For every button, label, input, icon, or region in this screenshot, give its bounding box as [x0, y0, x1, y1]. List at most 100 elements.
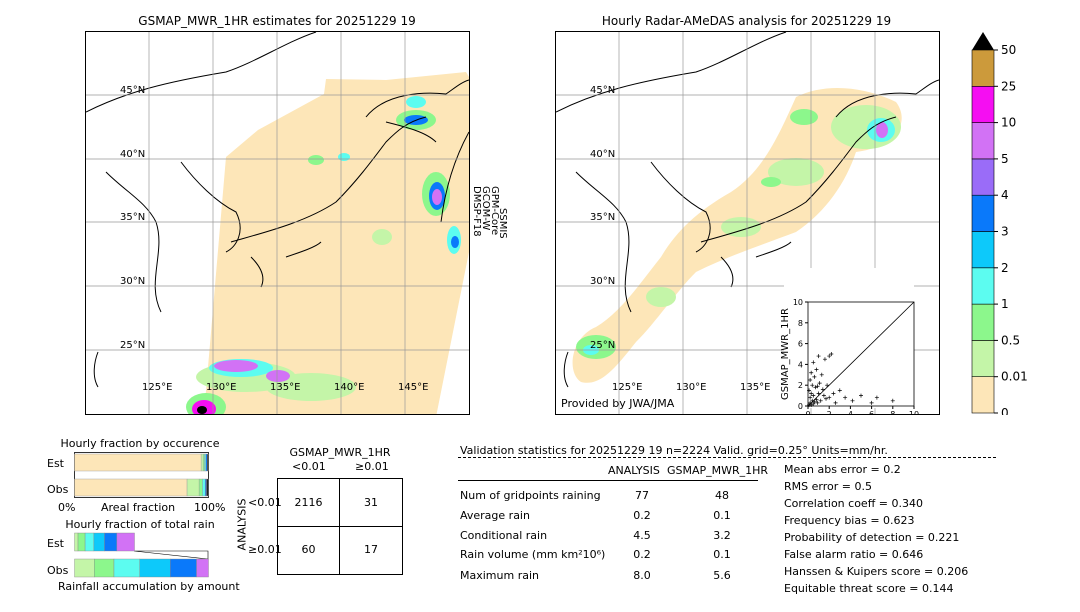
table-divider — [278, 526, 402, 527]
occ-bar-segment — [198, 478, 203, 497]
swath-label: SSMIS — [497, 208, 508, 239]
scatter-point — [816, 391, 821, 396]
stats-row-label: Conditional rain — [460, 529, 548, 542]
scatter-point — [890, 398, 895, 403]
scatter-point — [817, 381, 822, 386]
colorbar-svg: 0 0.01 0.5 1 2 3 4 5 10 25 50 — [971, 32, 1028, 420]
scatter-point — [809, 402, 814, 407]
swath-area — [204, 72, 469, 414]
occ-tick-100: 100% — [194, 501, 226, 514]
coastline — [563, 351, 569, 388]
scatter-point — [812, 374, 817, 379]
scatter-point — [831, 391, 836, 396]
rain-blob — [721, 217, 761, 237]
scatter-point — [811, 393, 816, 398]
occ-cat-est: Est — [47, 457, 64, 470]
rain-blob — [790, 109, 818, 125]
swath-labels: DMSP-F18 GCOM-W GPM-Core SSMIS — [470, 186, 510, 256]
colorbar-segment — [971, 267, 995, 305]
rain-bar-segment — [139, 558, 171, 578]
stats-col-gsmap: GSMAP_MWR_1HR — [667, 464, 769, 477]
colorbar-label: 3 — [1001, 225, 1009, 239]
rain-fraction-bars — [74, 532, 209, 578]
rain-bar-segment — [104, 532, 118, 552]
colorbar-label: 0.5 — [1001, 333, 1020, 347]
scatter-x-tick-label: 0 — [805, 410, 810, 414]
scatter-point — [814, 367, 819, 372]
occurrence-bars — [74, 452, 209, 498]
colorbar-label: 1 — [1001, 297, 1009, 311]
scatter-point — [816, 354, 821, 359]
scatter-point — [827, 395, 832, 400]
scatter-point — [810, 398, 815, 403]
score: Probability of detection = 0.221 — [784, 531, 960, 544]
scatter-point — [808, 378, 813, 382]
score: Hanssen & Kuipers score = 0.206 — [784, 565, 969, 578]
scatter-x-tick-label: 10 — [909, 410, 919, 414]
scatter-point — [813, 385, 818, 390]
colorbar-segment — [971, 194, 995, 232]
rain-bar-segment — [84, 532, 95, 552]
scatter-point — [822, 357, 827, 362]
table-cell: 2116 — [294, 496, 323, 509]
left-map-title: GSMAP_MWR_1HR estimates for 20251229 19 — [138, 14, 416, 28]
score: Mean abs error = 0.2 — [784, 463, 901, 476]
stats-header: Validation statistics for 20251229 19 n=… — [460, 444, 888, 457]
scatter-point — [809, 391, 814, 396]
row-axis-label: ANALYSIS — [235, 498, 249, 551]
scatter-point — [821, 393, 826, 398]
rain-bar-segment — [116, 532, 135, 552]
occ-tick-0: 0% — [58, 501, 76, 514]
scatter-y-tick-label: 2 — [798, 381, 803, 390]
scatter-point — [811, 401, 816, 406]
occ-bar-segment — [74, 453, 202, 472]
colorbar-label: 10 — [1001, 116, 1016, 130]
scatter-y-tick-label: 8 — [798, 319, 803, 328]
scatter-point — [850, 398, 855, 403]
right-map-title: Hourly Radar-AMeDAS analysis for 2025122… — [601, 14, 892, 28]
colorbar-extend — [972, 32, 994, 50]
score: RMS error = 0.5 — [784, 480, 872, 493]
rain-blob — [308, 155, 324, 165]
lat-label: 45°N — [120, 85, 146, 96]
stats-row-a: 0.2 — [633, 509, 651, 522]
score: Frequency bias = 0.623 — [784, 514, 915, 527]
occ-bar-segment — [74, 478, 188, 497]
credit-text: Provided by JWA/JMA — [561, 397, 675, 410]
scatter-point — [825, 383, 830, 388]
col-header-lt: <0.01 — [292, 460, 326, 473]
colorbar-label: 5 — [1001, 152, 1009, 166]
scatter-point — [859, 393, 863, 398]
score: False alarm ratio = 0.646 — [784, 548, 924, 561]
rain-blob — [214, 360, 258, 372]
scatter-x-tick-label: 6 — [869, 410, 874, 414]
occurrence-title: Hourly fraction by occurence — [60, 437, 220, 450]
scatter-y-tick-label: 4 — [798, 360, 803, 369]
coastline — [93, 351, 99, 388]
table-cell: 60 — [301, 543, 316, 556]
scatter-point — [818, 398, 823, 403]
colorbar-label: 0 — [1001, 406, 1009, 415]
scatter-point — [824, 396, 829, 401]
lon-label: 130°E — [206, 382, 237, 393]
stats-row-label: Num of gridpoints raining — [460, 489, 601, 502]
lon-label: 135°E — [740, 382, 771, 393]
colorbar-segment — [971, 340, 995, 377]
contingency-title: GSMAP_MWR_1HR — [289, 446, 391, 459]
stats-divider — [458, 457, 996, 458]
scatter-plot: 02468100246810ANALYSISGSMAP_MWR_1HR — [780, 298, 919, 414]
row-header-lt: <0.01 — [248, 496, 282, 509]
colorbar-label: 25 — [1001, 79, 1016, 93]
scatter-x-tick-label: 4 — [848, 410, 853, 414]
rain-cat-obs: Obs — [47, 564, 69, 577]
stats-row-a: 0.2 — [633, 548, 651, 561]
rain-blob — [266, 373, 356, 401]
colorbar-segment — [971, 158, 995, 196]
scatter-point — [829, 352, 834, 356]
rain-bar-segment — [74, 558, 95, 578]
col-header-ge: ≥0.01 — [355, 460, 389, 473]
row-header-ge: ≥0.01 — [248, 543, 282, 556]
occ-bar-segment — [204, 478, 207, 497]
rain-bar-segment — [77, 532, 86, 552]
scatter-point — [827, 354, 832, 359]
